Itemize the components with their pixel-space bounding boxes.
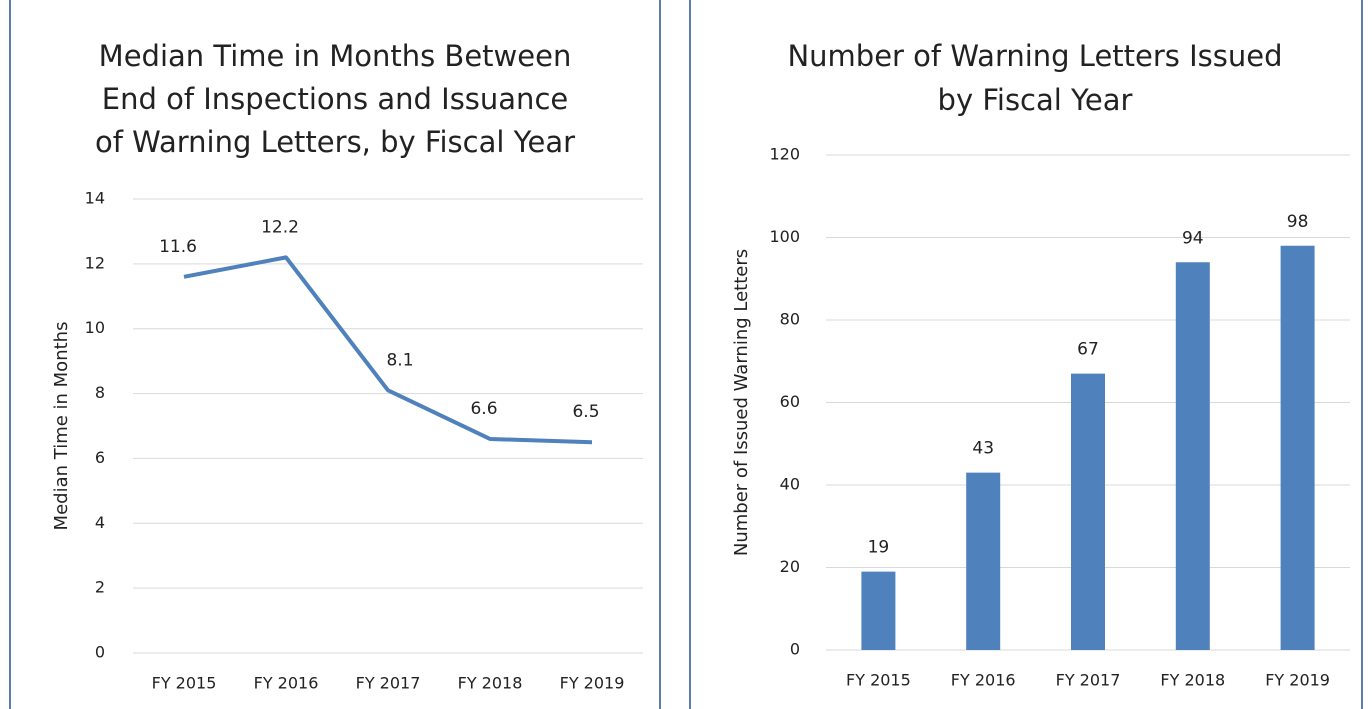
x-tick-label: FY 2015 (152, 674, 217, 693)
data-label: 6.5 (572, 402, 599, 422)
x-tick-label: FY 2015 (846, 671, 911, 690)
y-tick-label: 60 (780, 392, 800, 411)
bar (1071, 373, 1105, 650)
y-tick-label: 8 (95, 383, 105, 402)
x-tick-label: FY 2019 (1265, 671, 1330, 690)
chart-title: End of Inspections and Issuance (102, 82, 568, 116)
y-tick-label: 10 (85, 318, 105, 337)
data-label: 11.6 (159, 237, 197, 257)
y-axis-label: Median Time in Months (51, 322, 72, 531)
data-label: 67 (1077, 340, 1099, 360)
chart-title: Median Time in Months Between (99, 39, 572, 73)
y-tick-label: 14 (85, 189, 105, 208)
y-tick-label: 4 (95, 513, 105, 532)
y-tick-label: 2 (95, 578, 105, 597)
y-tick-label: 12 (85, 253, 105, 272)
y-tick-label: 20 (780, 557, 800, 576)
y-tick-label: 120 (769, 145, 800, 164)
panel-border (9, 0, 661, 709)
y-tick-label: 6 (95, 448, 105, 467)
data-label: 6.6 (470, 399, 497, 419)
x-tick-label: FY 2017 (1056, 671, 1121, 690)
x-tick-label: FY 2016 (254, 674, 319, 693)
bar (1280, 245, 1315, 650)
chart-title: of Warning Letters, by Fiscal Year (95, 125, 575, 159)
data-label: 19 (868, 538, 890, 558)
bar (1175, 262, 1210, 650)
y-tick-label: 0 (790, 640, 800, 659)
data-label: 98 (1287, 212, 1309, 232)
data-label: 94 (1182, 228, 1204, 248)
y-axis-label: Number of Issued Warning Letters (731, 249, 752, 556)
panel-border (689, 0, 1363, 709)
x-tick-label: FY 2019 (560, 674, 625, 693)
bar (861, 571, 896, 650)
chart-title: by Fiscal Year (938, 83, 1133, 117)
y-tick-label: 80 (780, 310, 800, 329)
y-tick-label: 40 (780, 475, 800, 494)
y-tick-label: 0 (95, 643, 105, 662)
x-tick-label: FY 2016 (951, 671, 1016, 690)
bar (966, 472, 1001, 650)
chart-title: Number of Warning Letters Issued (787, 39, 1282, 73)
line (183, 255, 593, 445)
data-label: 8.1 (386, 350, 413, 370)
y-tick-label: 100 (769, 227, 800, 246)
x-tick-label: FY 2017 (356, 674, 421, 693)
data-label: 12.2 (261, 217, 299, 237)
x-tick-label: FY 2018 (1160, 671, 1225, 690)
x-tick-label: FY 2018 (458, 674, 523, 693)
data-label: 43 (972, 439, 994, 459)
